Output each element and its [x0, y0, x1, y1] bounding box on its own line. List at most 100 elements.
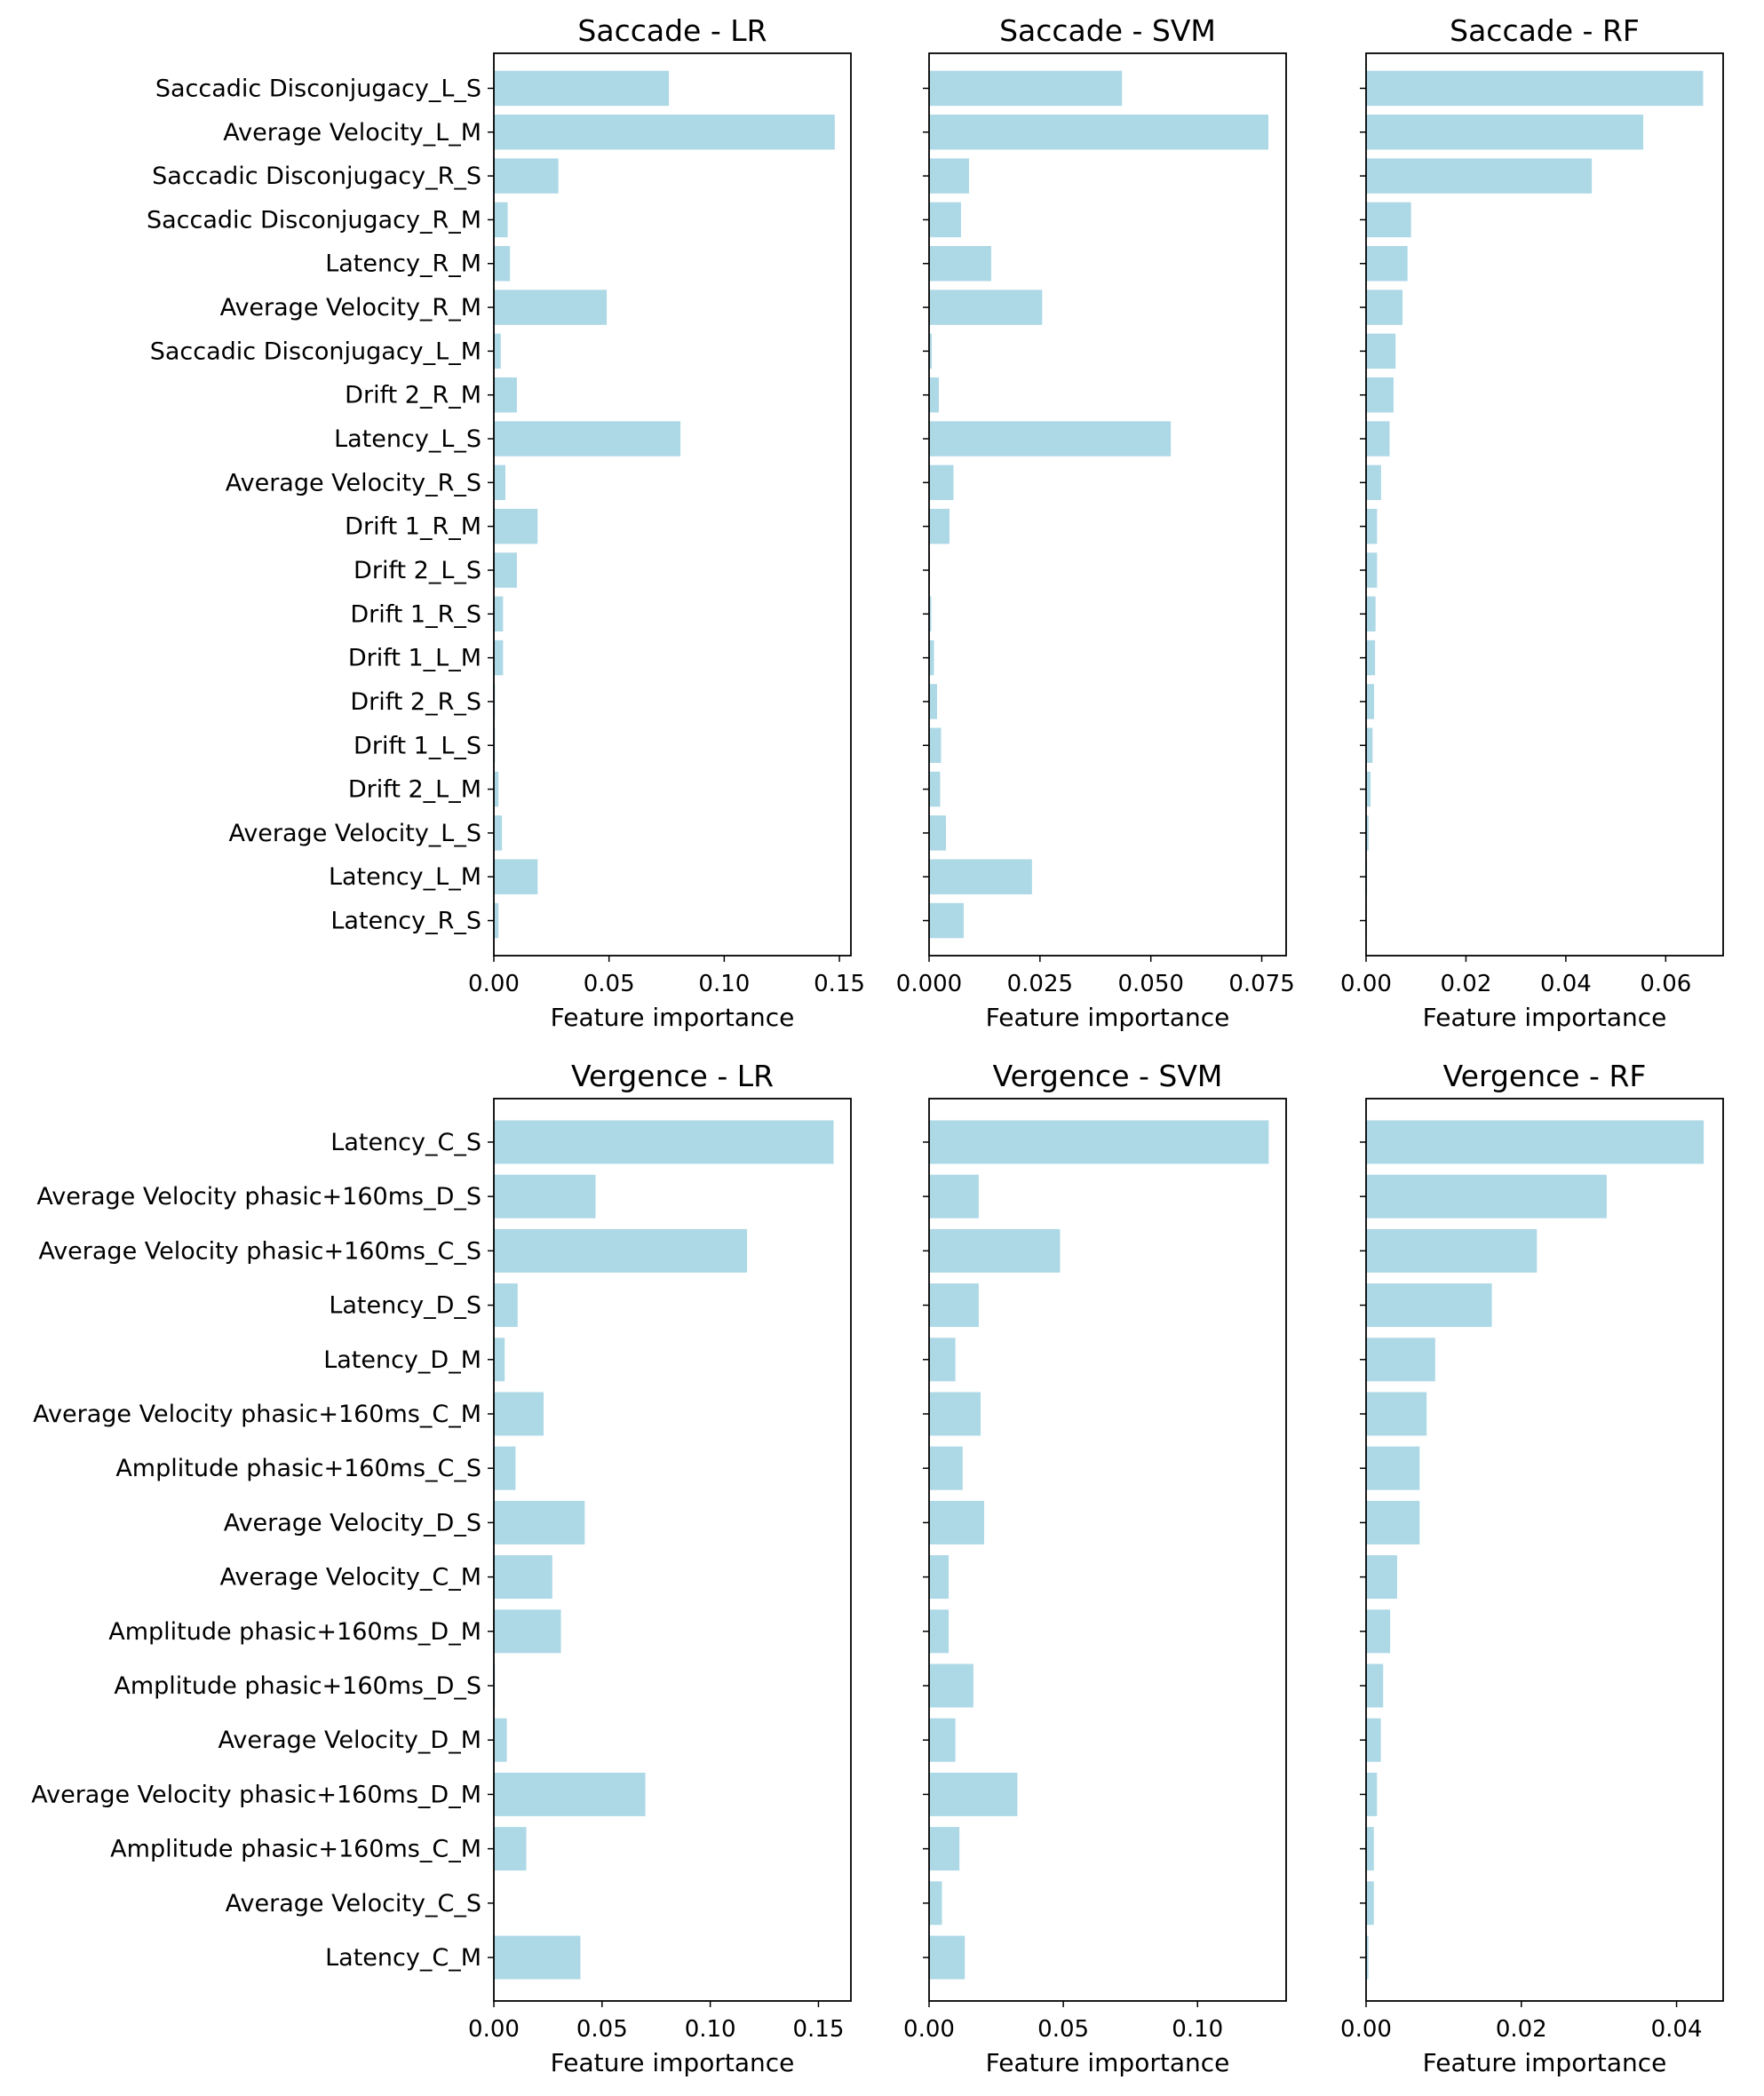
- bar: [1366, 290, 1403, 325]
- bar: [494, 421, 681, 457]
- y-tick-label: Drift 2_R_S: [350, 688, 481, 716]
- chart-panel-2: Saccade - SVM 0.000 0.025 0.050 0.075 Feature…: [896, 13, 1295, 1032]
- bar: [1366, 1663, 1384, 1708]
- bar: [1366, 464, 1381, 501]
- bar: [929, 815, 946, 851]
- bar: [1366, 158, 1593, 194]
- y-tick-label: Drift 1_R_M: [345, 513, 481, 541]
- bar: [1366, 246, 1408, 282]
- bar: [1366, 815, 1369, 851]
- x-tick-label: 0.04: [1651, 2016, 1703, 2043]
- bar: [494, 290, 608, 325]
- bar: [1366, 202, 1411, 238]
- plot-frame: [928, 1098, 1287, 2002]
- bar: [929, 1338, 956, 1382]
- chart-panel-4: Vergence - LR Latency_C_S Average Velocity…: [31, 1059, 852, 2077]
- bar: [1366, 1120, 1704, 1164]
- bar: [494, 639, 504, 676]
- y-tick-label: Drift 2_L_M: [348, 776, 481, 804]
- bar: [494, 596, 504, 632]
- chart-title: Saccade - LR: [577, 13, 767, 48]
- y-tick-label: Average Velocity_D_M: [219, 1727, 481, 1754]
- bar: [929, 1283, 979, 1328]
- x-tick-label: 0.00: [468, 2016, 520, 2043]
- bar: [929, 1881, 942, 1925]
- plot-frame: [928, 52, 1287, 957]
- bar: [929, 1392, 981, 1436]
- y-tick-label: Average Velocity phasic+160ms_C_S: [38, 1237, 481, 1265]
- y-tick-label: Amplitude phasic+160ms_C_M: [110, 1836, 481, 1863]
- bar: [929, 1555, 950, 1600]
- bar: [929, 290, 1043, 325]
- bar: [929, 115, 1269, 150]
- bar: [494, 1718, 507, 1762]
- bar: [929, 464, 954, 501]
- bar: [1366, 1555, 1397, 1600]
- bar: [929, 1827, 960, 1871]
- x-tick-label: 0.15: [793, 2016, 845, 2043]
- bar: [494, 1283, 518, 1328]
- y-tick-label: Latency_L_S: [334, 425, 481, 453]
- bar: [494, 464, 505, 501]
- bar: [929, 902, 964, 939]
- bar: [929, 202, 961, 238]
- bar: [494, 70, 670, 107]
- bar: [494, 815, 503, 851]
- chart-title: Vergence - LR: [571, 1059, 774, 1093]
- bar: [494, 1555, 552, 1600]
- y-tick-label: Saccadic Disconjugacy_L_S: [155, 75, 481, 102]
- bar: [1366, 1827, 1374, 1871]
- bar: [1366, 421, 1390, 457]
- bar: [494, 1500, 585, 1544]
- x-tick-label: 0.02: [1496, 2016, 1547, 2043]
- bar: [1366, 1283, 1492, 1328]
- y-tick-label: Latency_C_M: [325, 1944, 481, 1972]
- chart-title: Saccade - SVM: [999, 13, 1216, 48]
- y-tick-label: Average Velocity_L_M: [223, 119, 481, 147]
- x-tick-label: 0.06: [1640, 971, 1691, 997]
- bar: [1366, 115, 1644, 150]
- x-tick-label: 0.050: [1117, 971, 1183, 997]
- x-tick-label: 0.05: [576, 2016, 628, 2043]
- x-axis-label: Feature importance: [1423, 1003, 1667, 1032]
- bar: [494, 1174, 596, 1219]
- chart-panel-1: Saccade - LR Saccadic Disconjugacy_L_S Ave…: [147, 13, 865, 1032]
- bar: [929, 639, 934, 676]
- bar: [494, 859, 538, 894]
- chart-title: Vergence - SVM: [993, 1059, 1223, 1093]
- bar: [1366, 727, 1373, 763]
- bar: [1366, 1446, 1420, 1490]
- bar: [1366, 1609, 1391, 1654]
- bar: [929, 158, 969, 194]
- x-axis-label: Feature importance: [986, 1003, 1230, 1032]
- bar: [929, 377, 939, 413]
- bar: [929, 859, 1032, 894]
- x-tick-label: 0.05: [584, 971, 635, 997]
- bar: [494, 552, 517, 588]
- bar: [929, 1609, 950, 1654]
- chart-panel-3: Saccade - RF 0.00 0.02 0.04 0.06 Feature impo…: [1340, 13, 1724, 1032]
- bar: [1366, 1718, 1381, 1762]
- bar: [1366, 333, 1396, 369]
- y-tick-label: Average Velocity_D_S: [224, 1509, 481, 1536]
- bar: [494, 508, 538, 544]
- bar: [494, 1935, 581, 1980]
- y-tick-label: Average Velocity phasic+160ms_D_S: [36, 1183, 481, 1211]
- bar: [929, 1935, 965, 1980]
- bar: [494, 1120, 834, 1164]
- bar: [1366, 1228, 1538, 1273]
- bar: [494, 202, 508, 238]
- bar: [929, 1120, 1269, 1164]
- y-tick-label: Drift 1_L_S: [354, 732, 481, 759]
- bar: [494, 771, 499, 807]
- y-tick-label: Drift 2_R_M: [345, 382, 481, 409]
- x-axis-label: Feature importance: [1423, 2048, 1667, 2077]
- bar: [929, 333, 932, 369]
- plot-frame: [493, 52, 852, 957]
- bar: [1366, 684, 1374, 719]
- bar: [929, 1228, 1061, 1273]
- y-tick-label: Average Velocity phasic+160ms_D_M: [31, 1781, 481, 1808]
- x-tick-label: 0.025: [1007, 971, 1073, 997]
- x-axis-label: Feature importance: [551, 1003, 795, 1032]
- bar: [929, 1174, 979, 1219]
